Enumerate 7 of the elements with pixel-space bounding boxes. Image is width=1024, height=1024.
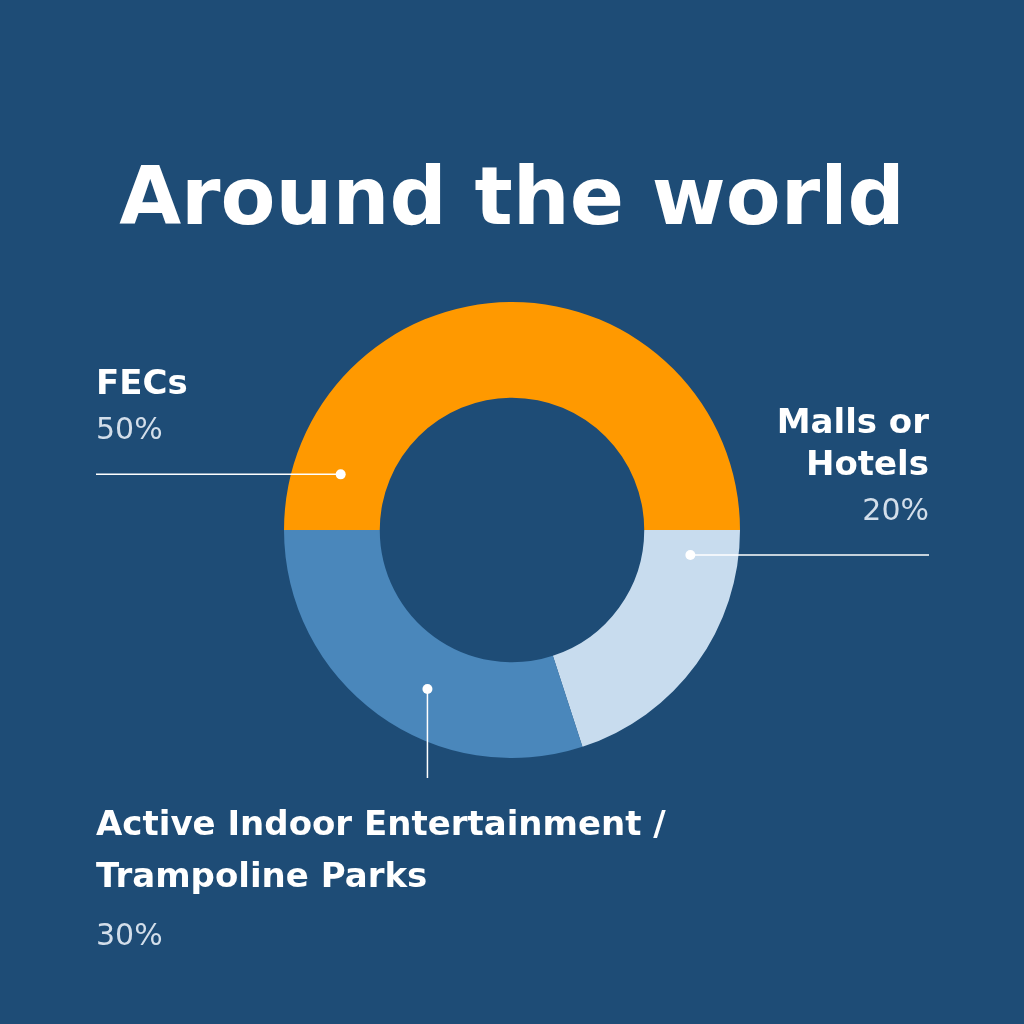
chart-title: Around the world [118,150,906,243]
data-label: 20% [862,492,929,528]
data-label: 30% [96,917,163,952]
slice-label: FECs [96,362,188,403]
data-label: 50% [96,411,163,447]
slice-label: Malls or Hotels [776,401,930,484]
slice-label: Active Indoor Entertainment / Trampoline Parks [96,803,667,895]
